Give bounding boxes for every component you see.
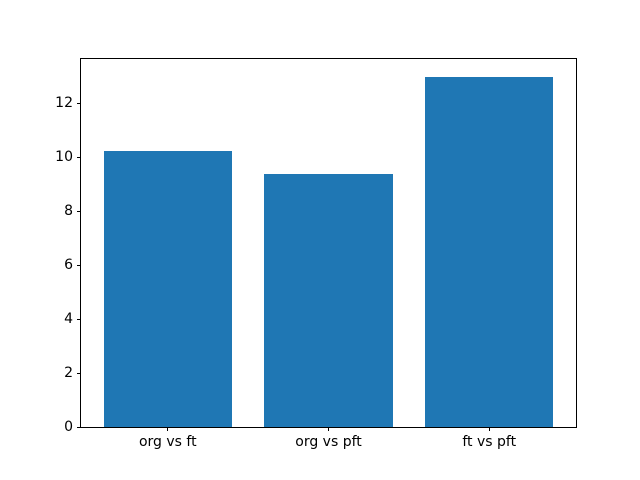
x-tick-label: org vs pft [295,434,362,450]
x-tick-mark [167,427,169,431]
y-tick-mark [77,372,81,374]
y-tick-mark [77,264,81,266]
x-tick-mark [488,427,490,431]
y-tick-label: 12 [55,95,73,112]
x-tick-label: ft vs pft [462,434,517,450]
axes: org vs ft org vs pft ft vs pft 0 2 4 6 8 10 12 [55,58,577,449]
x-tick-label: org vs ft [138,434,197,450]
bar-org-vs-ft [103,150,233,427]
bar-org-vs-pft [264,173,393,427]
y-tick-mark [77,102,81,104]
y-tick-mark [77,318,81,320]
y-tick-label: 0 [64,419,73,435]
bar-ft-vs-pft [424,76,554,427]
y-tick-label: 10 [55,149,73,166]
y-tick-mark [77,426,81,428]
y-tick-mark [77,210,81,212]
y-tick-label: 6 [64,257,73,274]
y-tick-label: 8 [64,203,73,220]
x-tick-mark [328,427,329,431]
y-tick-label: 4 [64,311,73,328]
y-tick-mark [77,156,81,158]
y-tick-label: 2 [64,365,73,382]
